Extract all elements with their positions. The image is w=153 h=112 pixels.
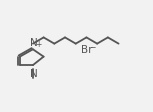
- Text: −: −: [89, 43, 95, 52]
- Text: N: N: [30, 68, 37, 78]
- Text: Br: Br: [81, 45, 93, 55]
- Text: N: N: [30, 38, 37, 47]
- Text: +: +: [35, 40, 41, 49]
